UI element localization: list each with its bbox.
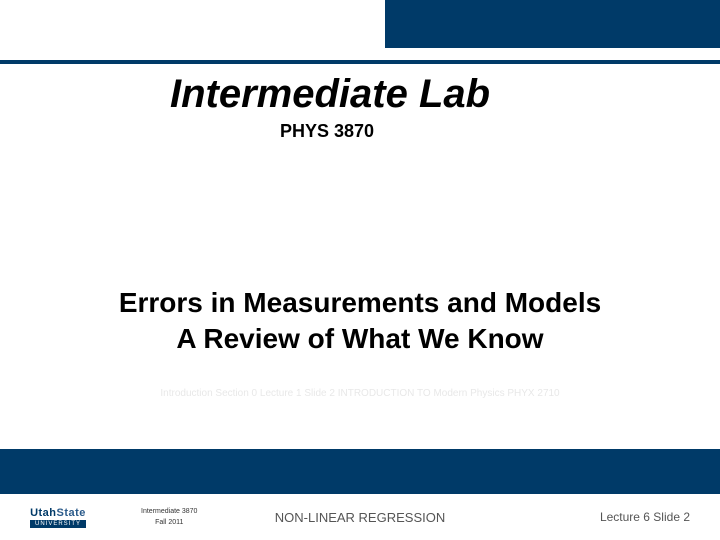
logo-text-bottom: UNIVERSITY xyxy=(30,520,86,528)
footer: UtahState UNIVERSITY Intermediate 3870 F… xyxy=(0,494,720,540)
slide-title: Intermediate Lab xyxy=(0,72,720,117)
university-logo: UtahState UNIVERSITY xyxy=(30,507,86,528)
footer-meta-term: Fall 2011 xyxy=(155,517,183,528)
logo-box: UtahState UNIVERSITY xyxy=(30,507,86,528)
top-accent-bar xyxy=(385,0,720,48)
slide-course-code: PHYS 3870 xyxy=(0,121,720,142)
footer-slide-number: Lecture 6 Slide 2 xyxy=(600,510,690,524)
title-block: Intermediate Lab PHYS 3870 xyxy=(0,72,720,142)
top-thin-divider xyxy=(0,60,720,64)
footer-topic: NON-LINEAR REGRESSION xyxy=(275,510,445,525)
faint-background-text: Introduction Section 0 Lecture 1 Slide 2… xyxy=(0,388,720,399)
footer-meta: Intermediate 3870 Fall 2011 xyxy=(141,506,197,528)
logo-word-state: State xyxy=(57,507,86,519)
bottom-accent-bar xyxy=(0,449,720,494)
subtitle-line-1: Errors in Measurements and Models xyxy=(0,285,720,321)
logo-word-utah: Utah xyxy=(30,507,56,519)
logo-text-top: UtahState xyxy=(30,507,86,519)
footer-meta-course: Intermediate 3870 xyxy=(141,506,197,517)
subtitle-block: Errors in Measurements and Models A Revi… xyxy=(0,285,720,358)
subtitle-line-2: A Review of What We Know xyxy=(0,321,720,357)
